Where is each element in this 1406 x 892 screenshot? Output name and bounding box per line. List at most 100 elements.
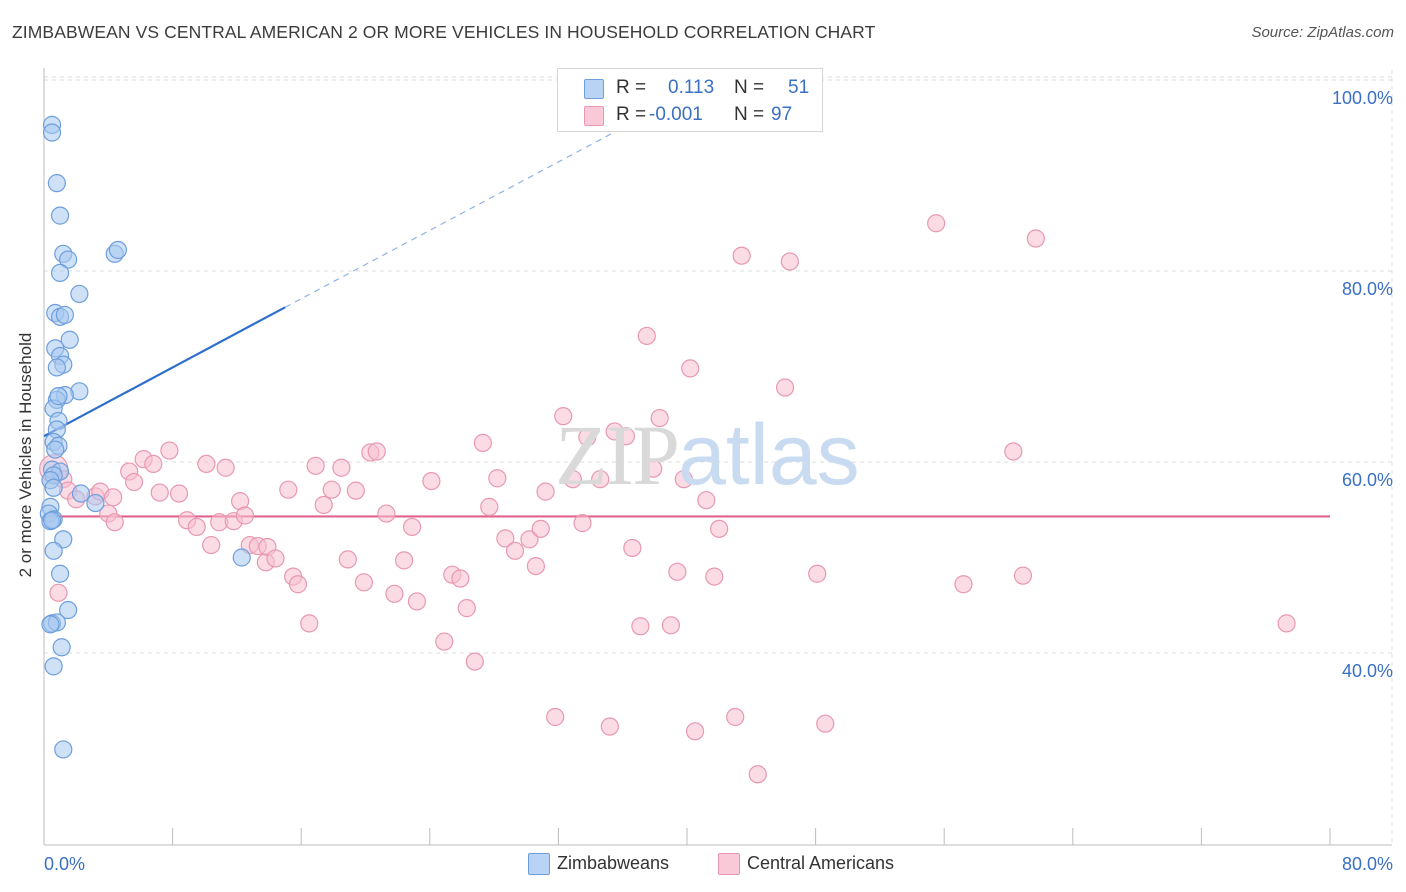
n-label: N = [734,77,765,98]
central-americans-point [697,491,716,510]
zimbabweans-point [50,263,70,283]
zimbabweans-point [70,284,89,304]
central-americans-point [104,488,123,507]
n-value: 97 [771,104,793,125]
central-americans-point [816,714,835,733]
central-americans-point [49,583,68,602]
zimbabweans-point [60,330,79,349]
zimbabweans-point [46,440,65,459]
x-tick-label: 0.0% [44,854,85,874]
zimbabweans-point [41,615,60,634]
central-americans-point [650,408,669,428]
stats-row-zimbabweans: R = 0.113 N = 51 [558,73,822,99]
zimbabweans-point [44,541,63,560]
central-americans-point [403,517,422,537]
central-americans-point [780,252,799,271]
central-americans-point [726,707,745,727]
central-americans-point [169,484,189,503]
x-tick-label: 80.0% [1342,854,1393,874]
central-americans-point [1013,566,1033,585]
central-americans-point [674,470,693,489]
correlation-stats-box: R = 0.113 N = 51 R = -0.001 N = 97 [557,68,823,132]
central-americans-point [422,472,441,491]
central-americans-point [623,538,642,558]
watermark-zip: ZIP [555,407,680,503]
central-americans-point [197,454,216,474]
r-label: R = [616,77,647,98]
central-americans-point [616,427,636,446]
zimbabweans-swatch [584,79,604,99]
central-americans-point [144,454,163,474]
central-americans-point [591,470,610,489]
zimbabweans-point [49,387,68,406]
central-americans-legend-swatch [718,853,740,875]
central-americans-point [385,584,404,603]
central-americans-point [235,506,255,525]
central-americans-point [954,575,973,594]
central-americans-point [394,551,414,570]
zimbabweans-point [42,511,62,530]
central-americans-point [526,556,545,576]
zimbabweans-point [50,206,70,225]
central-americans-point [124,472,144,492]
central-americans-point [332,458,351,477]
n-value: 51 [788,77,810,98]
chart-title: ZIMBABWEAN VS CENTRAL AMERICAN 2 OR MORE… [12,22,876,42]
zimbabweans-points [39,115,251,759]
central-americans-point [279,480,298,499]
central-americans-point [187,517,206,537]
trend-lines [43,127,1330,518]
zimbabweans-point [232,548,251,567]
central-americans-point [573,514,592,533]
zimbabweans-point [54,740,73,759]
legend: Zimbabweans Central Americans [0,852,1406,878]
central-americans-point [927,214,946,233]
central-americans-point [563,470,582,489]
watermark-atlas: atlas [678,407,860,503]
zimbabweans-point [52,638,71,657]
y-tick-labels: 40.0% 60.0% 80.0% 100.0% [1332,88,1393,681]
central-americans-point [496,529,515,548]
central-americans-point [661,616,681,635]
central-americans-point [1277,614,1296,633]
central-americans-point [600,717,619,736]
central-americans-point [306,456,325,475]
central-americans-point [748,765,767,784]
axes [43,68,1392,846]
central-americans-point [346,481,365,500]
legend-label: Zimbabweans [557,853,670,873]
y-axis-label: 2 or more Vehicles in Household [16,332,35,578]
legend-label: Central Americans [747,853,895,873]
zimbabweans-trend-line [43,306,286,438]
zimbabweans-point [50,564,70,583]
central-americans-point [105,513,124,532]
zimbabweans-point [59,600,78,620]
zimbabweans-legend-swatch [528,853,550,875]
central-americans-point [435,632,454,651]
central-americans-point [354,573,373,592]
central-americans-point [322,480,341,499]
zimbabweans-point [47,174,66,193]
n-label: N = [734,104,765,125]
y-tick-label: 80.0% [1342,279,1393,299]
zimbabweans-point [44,657,63,676]
central-americans-point [637,326,656,346]
y-tick-label: 100.0% [1332,88,1393,108]
zimbabweans-point [55,305,74,325]
central-americans-point [520,530,539,549]
central-americans-point [216,458,235,477]
zimbabweans-point [86,493,105,513]
central-americans-point [473,433,492,452]
central-americans-point [775,378,795,397]
central-americans-point [668,562,687,581]
zimbabweans-point [47,358,66,377]
r-value: 0.113 [668,77,715,98]
central-americans-point [732,246,751,265]
central-americans-point [685,722,705,741]
central-americans-point [681,359,700,378]
central-americans-point [1026,229,1045,248]
central-americans-point [578,428,597,447]
r-label: R = [616,104,647,125]
central-americans-point [1004,442,1023,461]
zimbabweans-point [44,478,63,497]
